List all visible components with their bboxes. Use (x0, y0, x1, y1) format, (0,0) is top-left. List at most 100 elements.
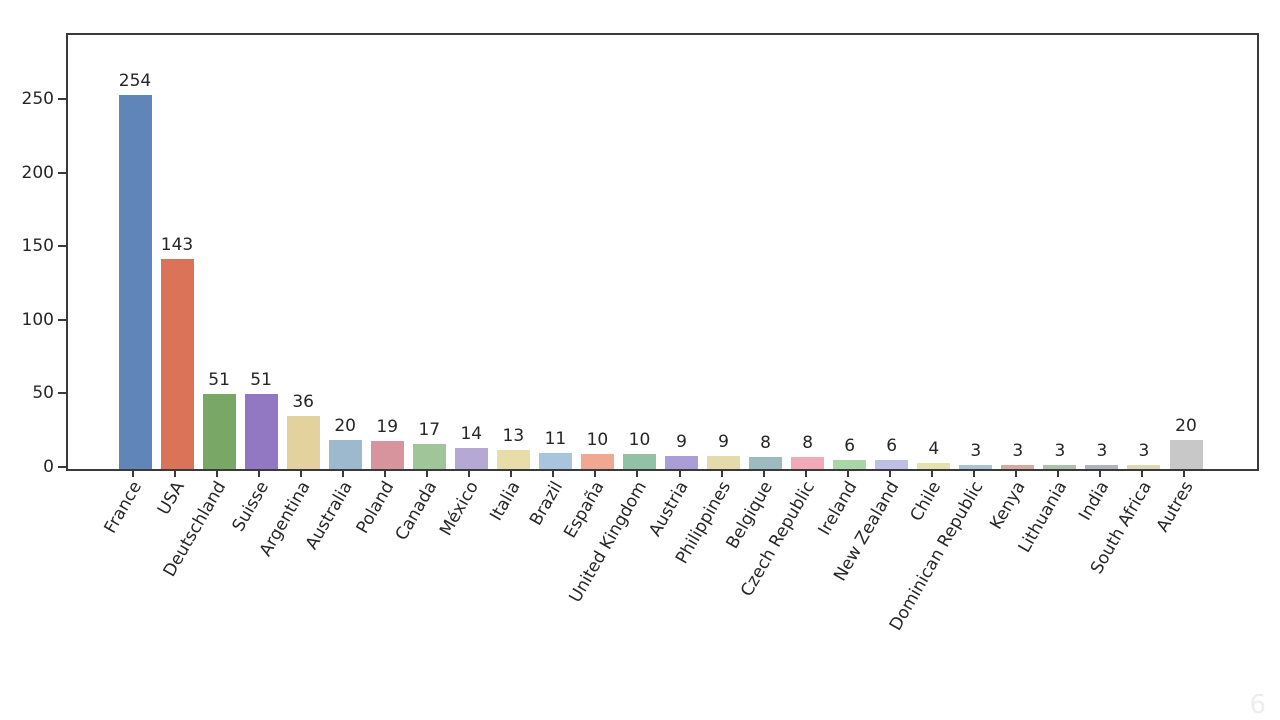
bar-value-label: 3 (1054, 440, 1066, 461)
x-axis-label: France (101, 478, 147, 537)
x-tick (720, 469, 723, 477)
x-tick (888, 469, 891, 477)
bar-value-label: 11 (544, 428, 567, 449)
x-tick (258, 469, 261, 477)
bar-value-label: 8 (760, 433, 771, 454)
bar-value-label: 3 (1138, 440, 1150, 461)
bar-value-label: 3 (1012, 440, 1024, 461)
x-tick (426, 469, 429, 477)
x-axis-label: India (1075, 478, 1114, 525)
bar (1001, 464, 1035, 469)
bar (202, 393, 236, 469)
x-tick (972, 469, 975, 477)
bar-value-label: 10 (586, 430, 609, 451)
y-tick-label: 50 (32, 383, 54, 404)
x-axis-label: Suisse (228, 478, 273, 536)
bar (1043, 464, 1077, 469)
bar (580, 454, 614, 469)
bar-value-label: 51 (250, 369, 272, 390)
x-axis-label: Autres (1152, 478, 1198, 536)
bar-value-label: 3 (1096, 440, 1108, 461)
y-tick-label: 200 (21, 162, 54, 183)
x-tick (510, 469, 513, 477)
x-tick (342, 469, 345, 477)
bar (833, 460, 867, 469)
y-tick-label: 150 (21, 236, 54, 257)
y-tick-label: 0 (43, 457, 54, 477)
x-tick (804, 469, 807, 477)
bar (1085, 464, 1119, 469)
bar (959, 464, 993, 469)
bar (160, 258, 194, 469)
bar-value-label: 51 (208, 369, 230, 390)
x-tick (468, 469, 471, 477)
y-tick (58, 318, 66, 321)
bar-value-label: 13 (502, 425, 525, 446)
x-tick (1098, 469, 1101, 477)
bar (328, 439, 362, 469)
bar (1127, 464, 1161, 469)
bar (454, 448, 488, 469)
bar (791, 457, 825, 469)
bar-value-label: 20 (1175, 415, 1197, 436)
x-axis-label: Italia (486, 478, 525, 525)
y-tick (58, 171, 66, 174)
x-tick (1183, 469, 1185, 477)
bar-value-label: 254 (118, 71, 152, 92)
bar-value-label: 36 (292, 392, 314, 413)
bar (917, 463, 951, 469)
y-tick (58, 392, 66, 395)
x-axis-label: Ireland (814, 478, 862, 539)
bar-value-label: 20 (334, 415, 356, 436)
bar-value-label: 3 (970, 440, 982, 461)
y-tick-label: 100 (21, 309, 54, 330)
page-number-watermark: 6 (1249, 690, 1266, 720)
bar (496, 449, 530, 469)
y-tick (58, 98, 66, 101)
x-axis-label: México (435, 478, 483, 540)
x-tick (930, 469, 933, 477)
x-tick (300, 469, 303, 477)
x-axis-label: Canada (391, 478, 441, 545)
bar (244, 393, 278, 469)
bar-value-label: 14 (460, 424, 483, 445)
bar-value-label: 9 (676, 431, 687, 452)
x-tick (174, 469, 177, 477)
x-axis-label: Poland (353, 478, 399, 538)
x-axis-label: USA (153, 478, 189, 519)
x-tick (594, 469, 597, 477)
bar-value-label: 143 (160, 234, 194, 255)
x-axis-label: Kenya (986, 478, 1030, 534)
bar (707, 455, 741, 469)
x-tick (384, 469, 387, 477)
bar-value-label: 6 (886, 436, 898, 457)
x-tick (132, 469, 134, 477)
bar (286, 416, 320, 469)
bar-value-label: 6 (844, 436, 856, 457)
x-tick (636, 469, 639, 477)
bar (538, 452, 572, 469)
bar (412, 444, 446, 469)
bar-value-label: 8 (802, 433, 814, 454)
bar (622, 454, 656, 469)
x-tick (216, 469, 219, 477)
bar-value-label: 19 (376, 417, 399, 438)
bar-value-label: 4 (928, 439, 940, 460)
bar (370, 441, 404, 469)
x-tick (678, 469, 681, 477)
bar (118, 95, 152, 469)
y-tick (58, 245, 66, 248)
plot-area: 254 143 51 51 36 20 19 17 14 13 11 10 10 9 9 8 8 6 6 4 3 3 3 3 3… (66, 33, 1259, 471)
x-tick (762, 469, 765, 477)
bar (1169, 439, 1203, 469)
x-axis-label: Brazil (525, 478, 567, 530)
x-tick (846, 469, 849, 477)
x-tick (1140, 469, 1143, 477)
bar (665, 455, 699, 469)
x-tick (552, 469, 555, 477)
x-axis-label: Chile (906, 478, 946, 525)
bar (749, 457, 783, 469)
x-tick (1014, 469, 1017, 477)
x-tick (1056, 469, 1059, 477)
